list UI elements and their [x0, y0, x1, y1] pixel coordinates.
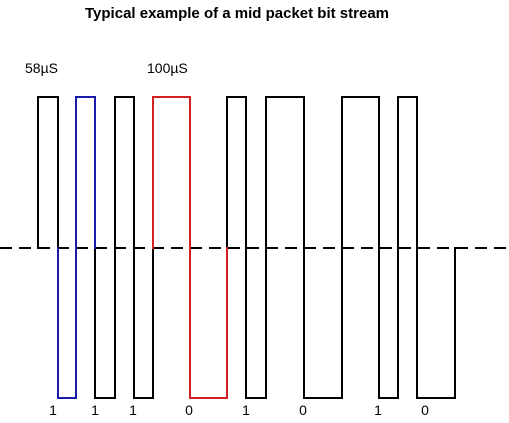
bit-label: 1 [129, 402, 137, 418]
bit-label: 1 [374, 402, 382, 418]
long-period-label: 100µS [147, 60, 188, 76]
bit-label: 1 [49, 402, 57, 418]
bit-label: 1 [242, 402, 250, 418]
bit-label: 1 [91, 402, 99, 418]
bit-label: 0 [299, 402, 307, 418]
diagram-title: Typical example of a mid packet bit stre… [85, 5, 389, 22]
bit-label: 0 [421, 402, 429, 418]
short-period-label: 58µS [25, 60, 58, 76]
bit-label: 0 [185, 402, 193, 418]
highlight-zero-bit [152, 96, 228, 399]
highlight-one-bit [57, 96, 96, 399]
